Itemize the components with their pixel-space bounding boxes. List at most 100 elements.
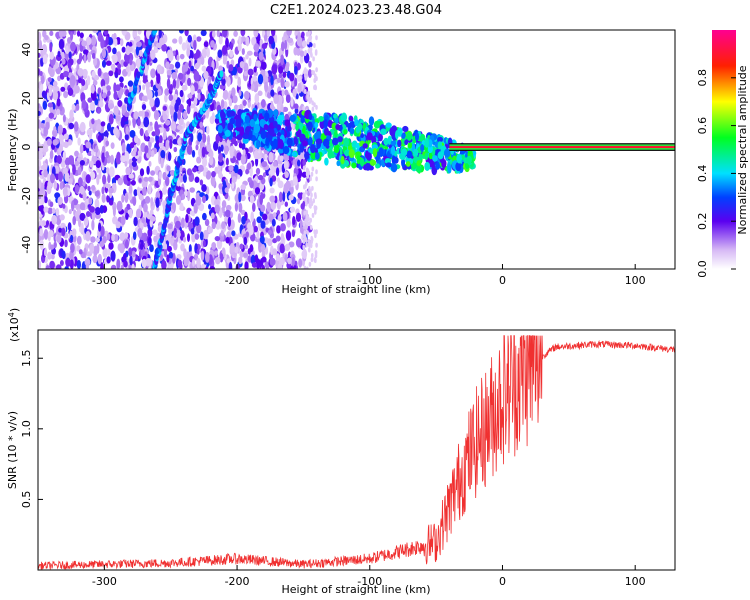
spectrogram-cell	[437, 136, 444, 143]
spectrogram-cell	[166, 165, 171, 172]
colorbar-label: Normalized spectral amplitude	[736, 65, 749, 234]
spectrogram-cell	[308, 186, 311, 191]
spectrogram-cell	[304, 183, 307, 189]
spectrogram-cell	[173, 227, 178, 239]
spectrogram-cell	[69, 109, 74, 120]
spectrogram-cell	[74, 150, 79, 157]
spectrogram-cell	[70, 31, 74, 41]
spectrogram-cell	[123, 260, 128, 268]
spectrogram-cell	[234, 202, 239, 212]
spectrogram-cell	[235, 118, 242, 128]
spectrogram-cell	[238, 191, 242, 203]
spectrogram-cell	[162, 113, 168, 121]
spectrogram-cell	[240, 209, 246, 216]
spectrogram-cell	[81, 40, 88, 47]
spectrogram-cell	[58, 38, 65, 50]
spectrogram-cell	[285, 230, 292, 241]
spectrogram-cell	[290, 96, 294, 108]
spectrogram-cell	[47, 66, 53, 75]
spectrogram-cell	[38, 52, 41, 58]
spectrogram-cell	[175, 184, 181, 192]
spectrogram-cell	[74, 160, 80, 167]
spectrogram-cell	[302, 233, 306, 239]
spectrogram-cell	[148, 236, 152, 246]
spectrogram-cell	[61, 58, 66, 65]
spectrogram-cell	[150, 170, 156, 176]
spectrogram-cell	[83, 217, 89, 227]
spectrogram-cell	[424, 161, 431, 171]
spectrogram-marks	[38, 30, 675, 269]
spectrogram-cell	[166, 69, 172, 76]
spectrogram-cell	[117, 99, 123, 108]
spectrogram-cell	[256, 139, 260, 150]
spectrogram-cell	[107, 90, 111, 97]
spectrogram-cell	[238, 256, 243, 265]
spectrogram-cell	[221, 45, 228, 55]
spectrogram-cell	[100, 121, 106, 127]
spectrogram-cell	[59, 260, 64, 266]
spectrogram-cell	[190, 65, 195, 72]
spectrogram-cell	[179, 202, 184, 212]
spectrogram-cell	[120, 59, 125, 68]
spectrogram-cell	[182, 236, 187, 243]
spectrogram-cell	[204, 219, 210, 227]
spectrogram-cell	[307, 90, 310, 96]
spectrogram-cell	[150, 79, 154, 88]
spectrogram-cell	[257, 90, 263, 97]
spectrogram-cell	[172, 38, 178, 44]
spectrogram-cell	[178, 30, 184, 34]
spectrogram-cell	[312, 198, 316, 204]
spectrogram-cell	[323, 119, 328, 129]
spectrogram-cell	[43, 169, 48, 178]
spectrogram-cell	[38, 260, 42, 269]
spectrogram-cell	[178, 117, 184, 126]
spectrogram-cell	[333, 129, 338, 138]
spectrogram-cell	[267, 238, 273, 247]
spectrogram-cell	[137, 227, 143, 238]
spectrogram-cell	[68, 117, 72, 125]
spectrogram-cell	[302, 140, 308, 147]
spectrogram-cell	[253, 66, 257, 73]
spectrogram-cell	[127, 46, 133, 53]
spectrogram-cell	[295, 212, 302, 222]
spectrogram-cell	[47, 207, 53, 215]
spectrogram-cell	[251, 262, 258, 268]
spectrogram-cell	[202, 239, 206, 248]
spectrogram-cell	[131, 263, 135, 269]
spectrogram-cell	[285, 94, 291, 104]
spectrogram-cell	[401, 157, 406, 168]
spectrogram-cell	[211, 242, 217, 250]
spectrogram-cell	[313, 77, 317, 83]
spectrogram-cell	[43, 126, 47, 137]
spectrogram-cell	[68, 209, 72, 215]
spectrogram-cell	[94, 190, 100, 197]
colorbar-tick-label: 0.4	[696, 165, 709, 183]
spectrogram-cell	[245, 54, 249, 60]
spectrogram-cell	[309, 225, 313, 230]
spectrogram-cell	[189, 210, 194, 216]
spectrogram-cell	[263, 123, 269, 131]
spectrogram-cell	[230, 110, 236, 117]
spectrogram-cell	[311, 70, 314, 75]
spectrogram-cell	[231, 87, 236, 97]
spectrogram-cell	[121, 46, 126, 53]
spectrogram-cell	[48, 229, 54, 238]
spectrogram-cell	[80, 79, 86, 86]
spectrogram-cell	[315, 138, 323, 145]
spectrogram-cell	[378, 133, 383, 142]
spectrogram-cell	[334, 116, 339, 125]
spectrogram-cell	[337, 136, 343, 143]
spectrogram-cell	[232, 95, 238, 104]
spectrogram-cell	[89, 160, 94, 168]
spectrogram-cell	[113, 91, 119, 100]
spectrogram-cell	[343, 159, 350, 167]
spectrogram-cell	[103, 131, 109, 137]
spectrogram-cell	[292, 176, 298, 186]
spectrogram-cell	[200, 30, 207, 37]
spectrogram-cell	[267, 85, 272, 93]
spectrogram-cell	[91, 52, 96, 59]
spectrogram-cell	[70, 41, 76, 52]
spectrogram-cell	[49, 173, 56, 184]
spectrogram-cell	[378, 147, 384, 158]
spectrogram-cell	[95, 145, 99, 153]
